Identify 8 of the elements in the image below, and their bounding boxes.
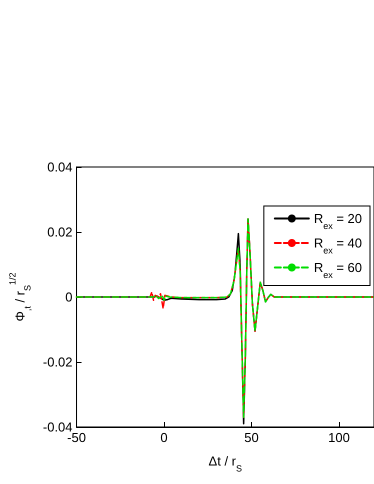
y-tick-label: 0 [65,290,73,304]
y-tick-label: -0.02 [42,354,73,370]
x-tick-label: 100 [328,430,350,445]
y-tick-label: 0.04 [47,160,73,174]
x-tick-label: 50 [244,430,259,445]
y-axis-title: Φ,t / rS1/2 [8,272,32,322]
x-tick-label: 0 [160,430,168,445]
y-tick-label: 0.02 [47,224,73,240]
